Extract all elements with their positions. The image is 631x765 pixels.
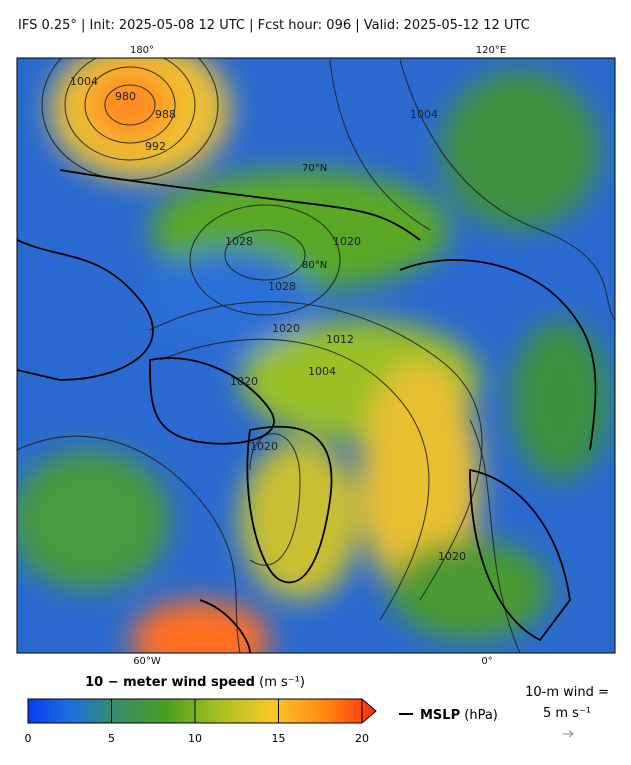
legend-entry: MSLP (hPa) [420, 708, 498, 723]
contour-label: 988 [155, 108, 176, 121]
colorbar-title: 10 − meter wind speed [85, 675, 255, 690]
wind-ref-label: 10-m wind = [525, 685, 609, 700]
wind-ref-arrow [563, 730, 574, 738]
map: 1004 980 988 992 1004 1028 1028 1020 102… [17, 58, 615, 653]
contour-label: 1020 [272, 322, 300, 335]
contour-label: 1020 [333, 235, 361, 248]
isobars [17, 58, 615, 653]
wind-ref-value: 5 m s⁻¹ [543, 706, 591, 721]
grid-label: 0° [481, 656, 492, 667]
contour-label: 1020 [230, 375, 258, 388]
colorbar [27, 698, 377, 724]
grid-label: 120°E [476, 45, 506, 56]
legend-unit: (hPa) [464, 708, 498, 723]
contour-label: 1004 [410, 108, 438, 121]
grid-label: 80°N [302, 260, 327, 271]
grid-label: 70°N [302, 163, 327, 174]
contour-label: 1004 [308, 365, 336, 378]
contour-label: 1020 [438, 550, 466, 563]
contour-label: 1028 [225, 235, 253, 248]
map-frame [16, 57, 616, 654]
contour-label: 1020 [250, 440, 278, 453]
colorbar-tick-label: 0 [25, 732, 32, 745]
legend-label: MSLP [420, 708, 460, 723]
grid-label: 180° [130, 45, 154, 56]
grid-label: 60°W [133, 656, 161, 667]
colorbar-tick-label: 10 [188, 732, 202, 745]
contour-label: 1004 [70, 75, 98, 88]
contour-label: 1012 [326, 333, 354, 346]
colorbar-tick-label: 15 [272, 732, 286, 745]
colorbar-ticks: 0 5 10 15 20 [25, 699, 369, 745]
contour-label: 1028 [268, 280, 296, 293]
contour-label: 980 [115, 90, 136, 103]
contour-label: 992 [145, 140, 166, 153]
colorbar-unit: (m s⁻¹) [259, 675, 305, 690]
coastlines [17, 169, 597, 653]
colorbar-label: 10 − meter wind speed (m s⁻¹) [85, 675, 305, 690]
colorbar-tick-label: 5 [108, 732, 115, 745]
colorbar-tick-label: 20 [355, 732, 369, 745]
title: IFS 0.25° | Init: 2025-05-08 12 UTC | Fc… [18, 18, 530, 33]
